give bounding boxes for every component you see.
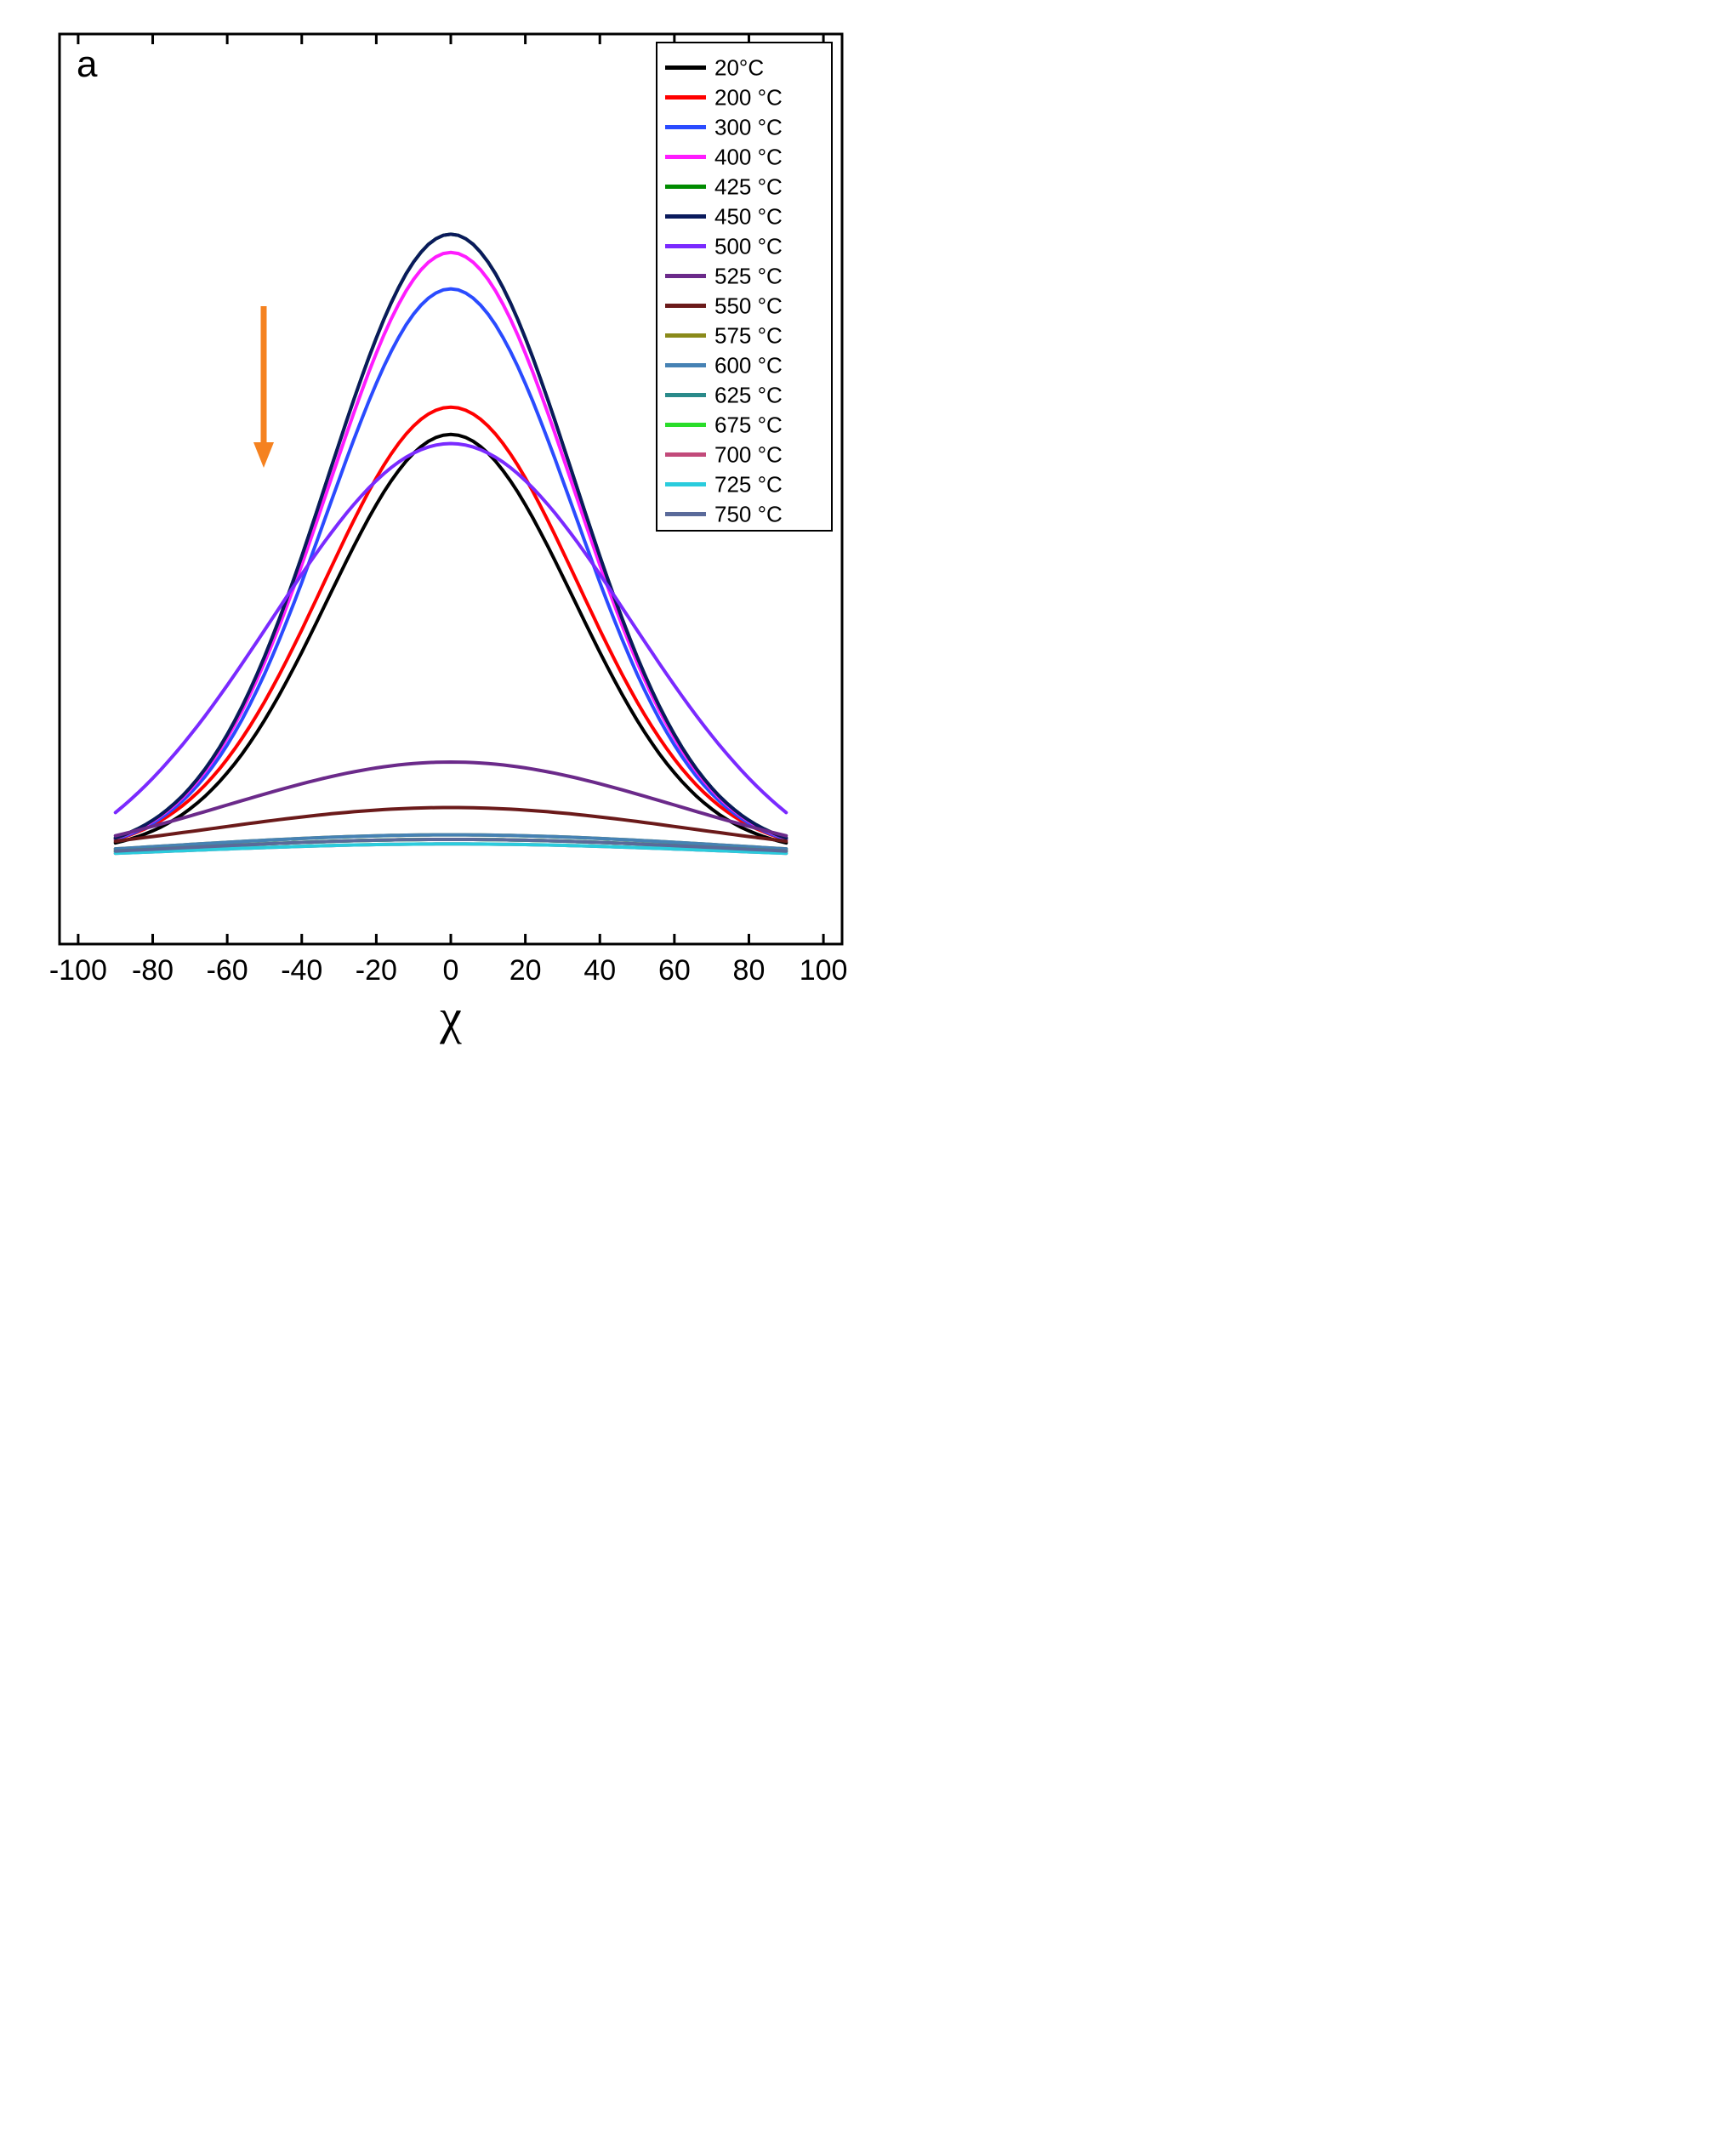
- x-axis-label: χ: [439, 989, 462, 1044]
- legend-label: 550 °C: [714, 293, 783, 319]
- legend-label: 450 °C: [714, 204, 783, 230]
- x-tick-label: 80: [733, 954, 766, 987]
- chart-svg: -100 -80 -60 -40 -20 0 20 40 60 80 100 χ a 20°C 200 °C…: [17, 17, 851, 1063]
- legend-label: 575 °C: [714, 323, 783, 349]
- legend-label: 200 °C: [714, 85, 783, 111]
- x-tick-label: 0: [443, 954, 459, 987]
- panel-label: a: [77, 43, 98, 85]
- legend-label: 500 °C: [714, 234, 783, 259]
- legend-label: 525 °C: [714, 264, 783, 289]
- legend-label: 675 °C: [714, 412, 783, 438]
- x-tick-label: -40: [281, 954, 322, 987]
- x-tick-label: 100: [800, 954, 848, 987]
- x-tick-label: -100: [49, 954, 107, 987]
- legend-label: 750 °C: [714, 502, 783, 527]
- legend-label: 625 °C: [714, 383, 783, 408]
- x-tick-label: -60: [207, 954, 248, 987]
- x-tick-label: -20: [356, 954, 397, 987]
- legend-label: 600 °C: [714, 353, 783, 378]
- x-tick-label: 20: [509, 954, 542, 987]
- legend-label: 300 °C: [714, 115, 783, 140]
- x-tick-label: -80: [132, 954, 174, 987]
- chart-panel-a: -100 -80 -60 -40 -20 0 20 40 60 80 100 χ a 20°C 200 °C…: [17, 17, 851, 1063]
- legend-label: 20°C: [714, 55, 764, 81]
- legend-label: 425 °C: [714, 174, 783, 200]
- legend-label: 400 °C: [714, 145, 783, 170]
- x-tick-label: 60: [658, 954, 691, 987]
- legend-label: 700 °C: [714, 442, 783, 468]
- legend-label: 725 °C: [714, 472, 783, 498]
- x-tick-label: 40: [583, 954, 616, 987]
